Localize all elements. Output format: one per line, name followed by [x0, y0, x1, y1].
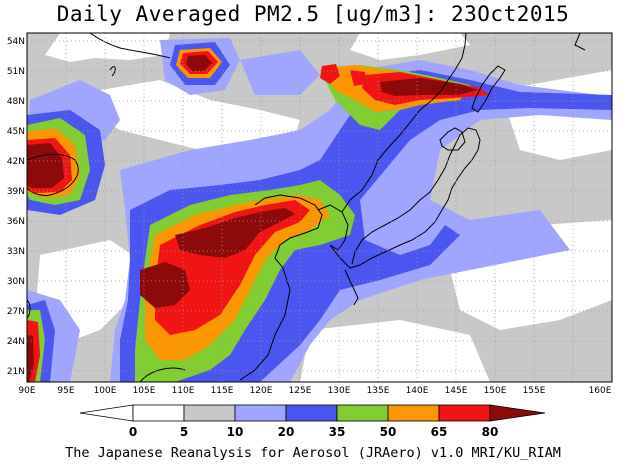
colorbar-swatch-7 [438, 404, 491, 422]
white-patch-central-asia [95, 80, 300, 160]
lat-label-36n: 36N [7, 217, 25, 227]
lat-label-24n: 24N [7, 337, 25, 347]
colorbar-label-5: 5 [180, 425, 188, 439]
lat-label-45n: 45N [7, 127, 25, 137]
lat-label-30n: 30N [7, 277, 25, 287]
map-frame [26, 32, 613, 383]
lon-label-160e: 160E [589, 386, 612, 396]
colorbar-swatch-4 [285, 404, 338, 422]
lon-label-100e: 100E [94, 386, 117, 396]
colorbar-swatch-0 [79, 404, 134, 422]
colorbar-swatch-8 [489, 404, 546, 422]
lat-label-21n: 21N [7, 367, 25, 377]
colorbar-label-20: 20 [278, 425, 295, 439]
lat-label-48n: 48N [7, 97, 25, 107]
lon-label-155e: 155E [523, 386, 546, 396]
lon-label-145e: 145E [445, 386, 468, 396]
lon-label-135e: 135E [367, 386, 390, 396]
darkred-region-mongolia [186, 55, 212, 71]
concentration-field [27, 33, 612, 382]
colorbar-swatch-1 [132, 404, 185, 422]
colorbar-label-35: 35 [329, 425, 346, 439]
colorbar-swatch-3 [234, 404, 287, 422]
lon-axis: 90E 95E 100E 105E 110E 115E 120E 125E 13… [18, 386, 611, 396]
lat-label-54n: 54N [7, 37, 25, 47]
darkred-region-central-china [140, 262, 190, 308]
red-region-small-spot [350, 70, 366, 86]
darkred-region-northeast [380, 78, 478, 96]
lat-label-39n: 39N [7, 187, 25, 197]
footer-credit: The Japanese Reanalysis for Aerosol (JRA… [65, 445, 561, 461]
lat-label-27n: 27N [7, 307, 25, 317]
darkred-region-north-china [175, 208, 295, 258]
lon-label-120e: 120E [250, 386, 273, 396]
white-patch-south-sea [300, 320, 490, 382]
lat-axis: 54N 51N 48N 45N 42N 39N 36N 33N 30N 27N … [7, 37, 25, 377]
lon-label-105e: 105E [133, 386, 156, 396]
lon-label-110e: 110E [172, 386, 195, 396]
lon-label-115e: 115E [211, 386, 234, 396]
white-patch-north-sea [350, 33, 470, 60]
colorbar-swatch-5 [336, 404, 389, 422]
colorbar-label-65: 65 [431, 425, 448, 439]
gridlines [27, 33, 612, 382]
white-patch-north-mongolia [45, 33, 170, 62]
colorbar-label-50: 50 [380, 425, 397, 439]
lat-label-42n: 42N [7, 157, 25, 167]
lat-label-51n: 51N [7, 67, 25, 77]
colorbar-swatch-6 [387, 404, 440, 422]
colorbar-label-0: 0 [129, 425, 137, 439]
map-title: Daily Averaged PM2.5 [ug/m3]: 23Oct2015 [56, 2, 570, 26]
red-region-north-spot [320, 64, 340, 84]
lon-label-125e: 125E [289, 386, 312, 396]
lon-label-130e: 130E [328, 386, 351, 396]
colorbar-swatch-2 [183, 404, 236, 422]
lon-label-95e: 95E [57, 386, 74, 396]
lat-label-33n: 33N [7, 247, 25, 257]
colorbar: 0 5 10 20 35 50 65 80 [79, 404, 546, 439]
colorbar-label-10: 10 [227, 425, 244, 439]
darkred-region-south [27, 335, 34, 382]
colorbar-label-80: 80 [482, 425, 499, 439]
lon-label-140e: 140E [406, 386, 429, 396]
lon-label-150e: 150E [484, 386, 507, 396]
coastlines [27, 33, 586, 382]
lon-label-90e: 90E [18, 386, 35, 396]
